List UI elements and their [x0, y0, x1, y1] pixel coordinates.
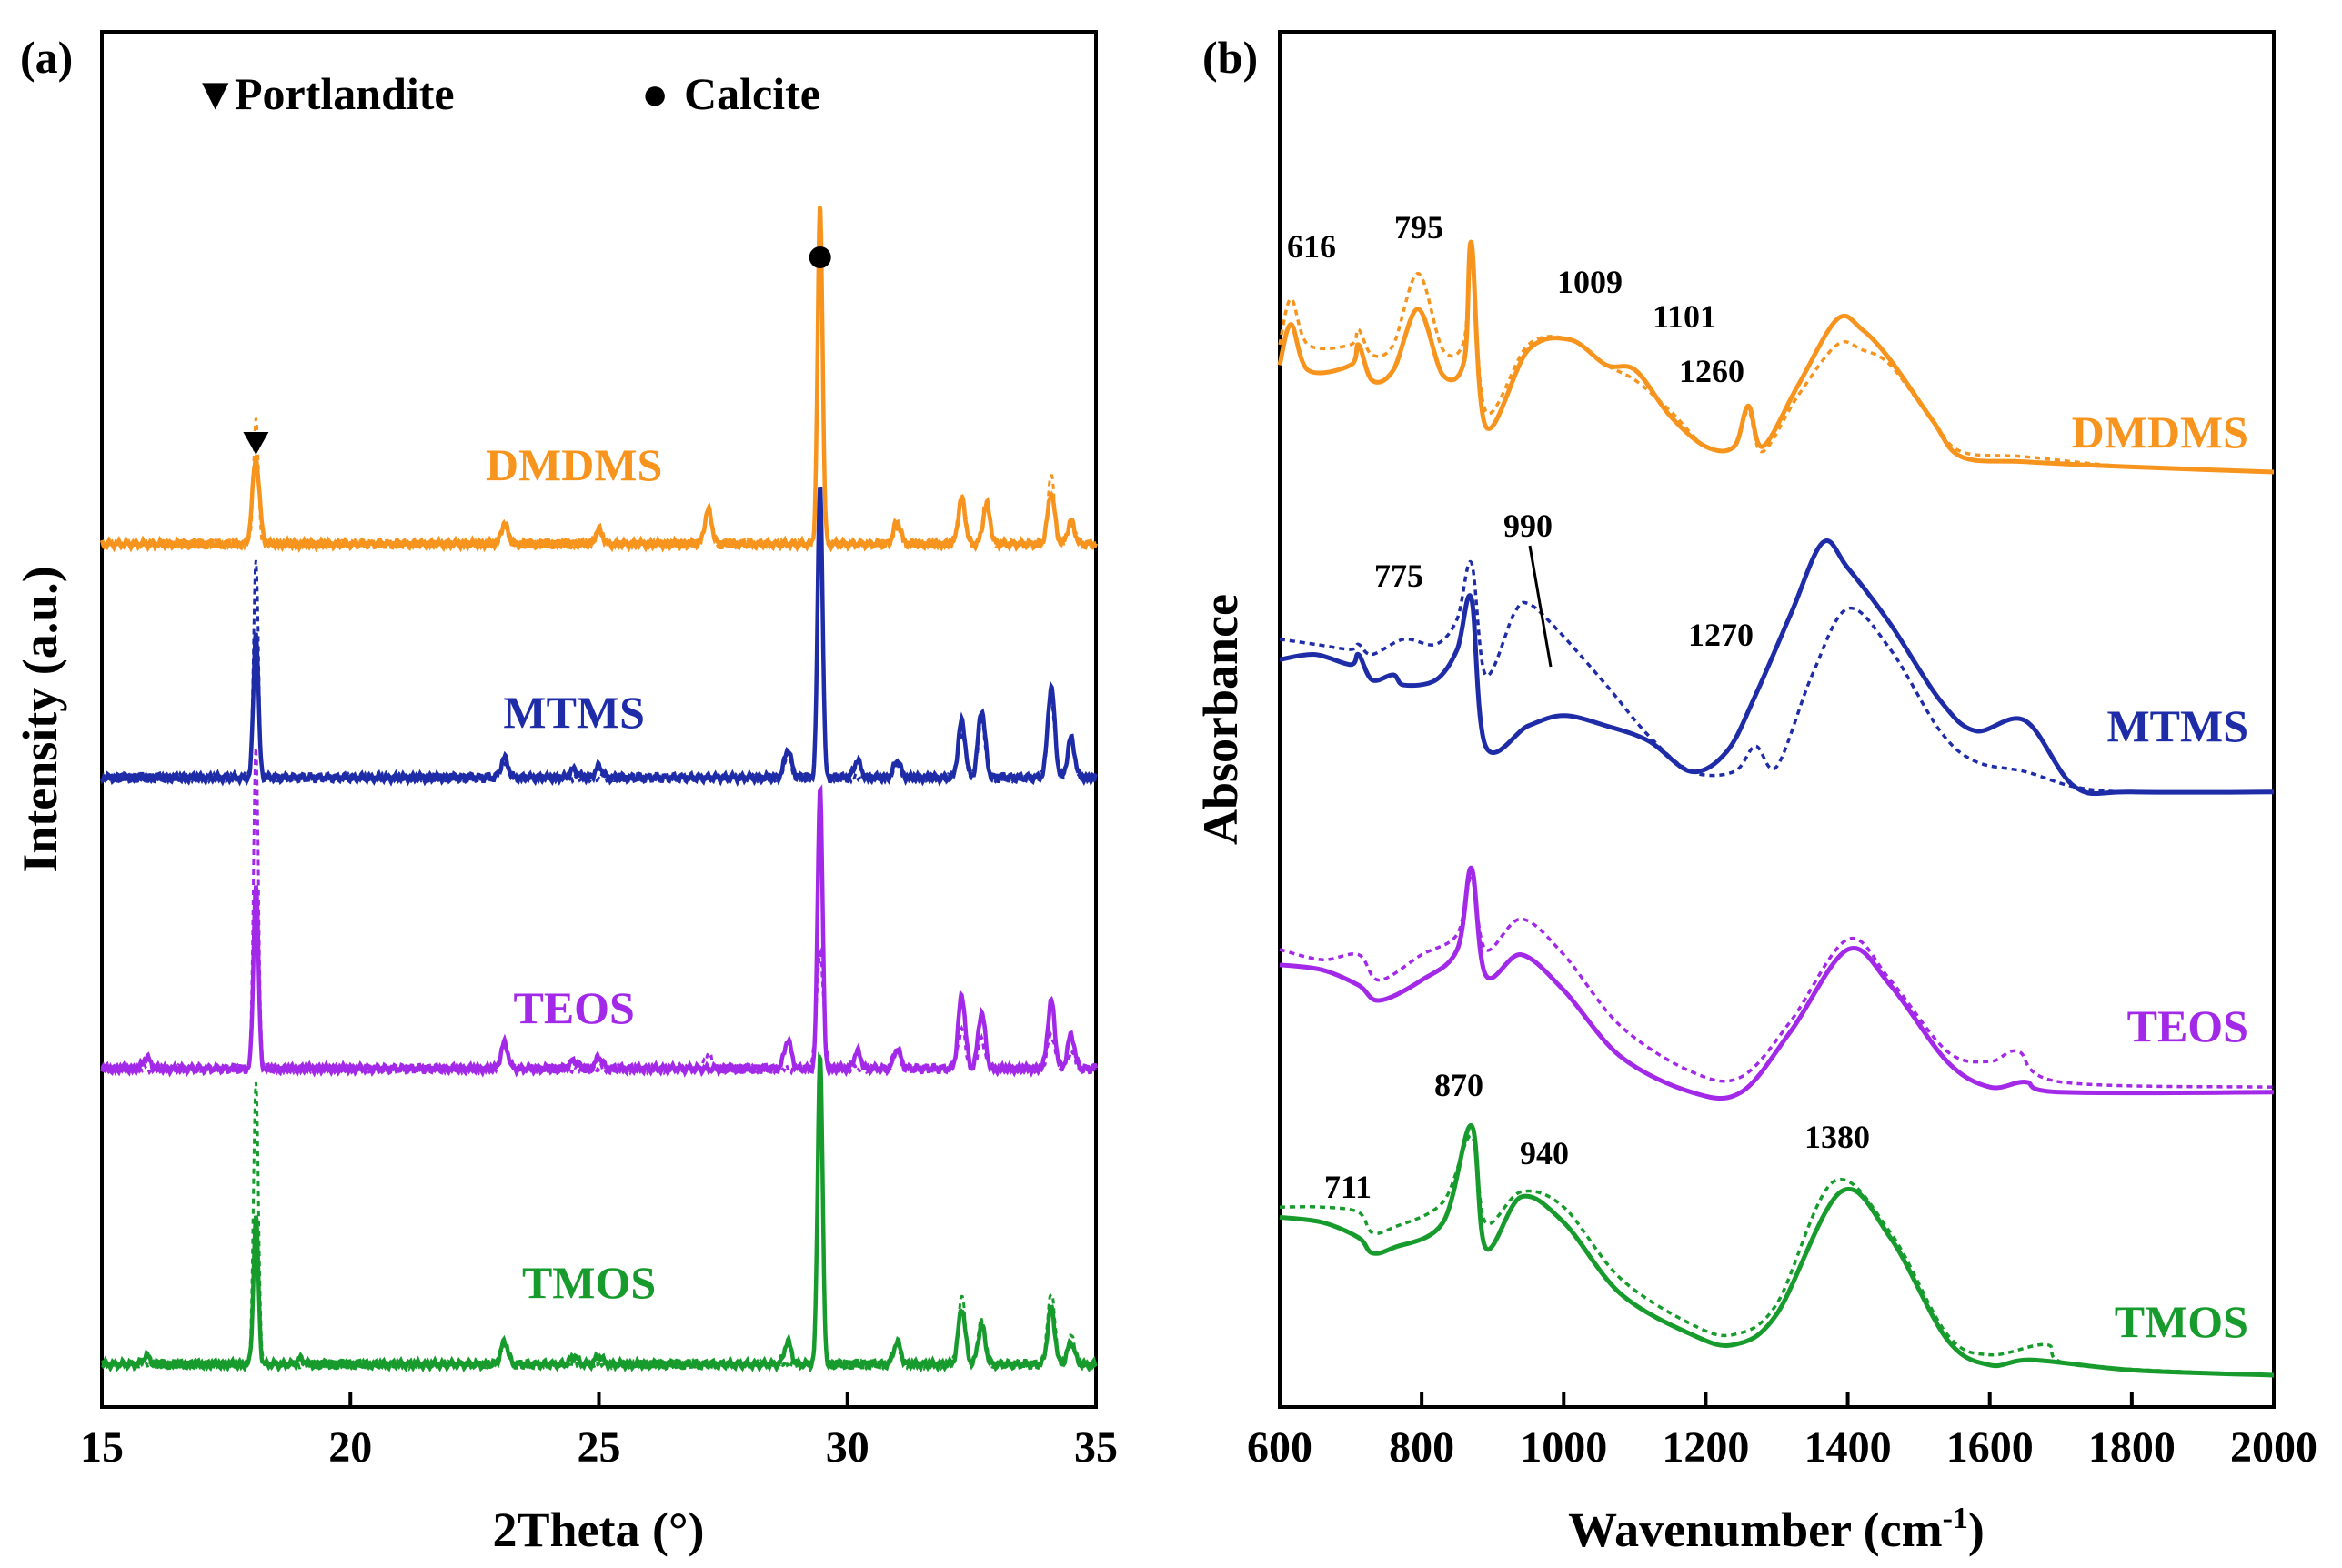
ftir-mtms-solid-line — [1279, 538, 2275, 797]
ftir-tmos-solid-line — [1279, 1123, 2275, 1378]
peak-label-1380: 1380 — [1804, 1119, 1870, 1155]
legend-calcite-label: Calcite — [684, 68, 820, 119]
xrd-tmos-solid-line — [100, 1051, 1098, 1373]
legend-portlandite-symbol: ▼ — [193, 68, 238, 119]
panel-a-series-label-mtms: MTMS — [503, 687, 645, 738]
ftir-teos-solid-line — [1279, 865, 2275, 1101]
legend-calcite-symbol: ● — [641, 68, 668, 119]
panel-b-series-label-teos: TEOS — [2127, 1000, 2248, 1051]
panel-a-series-label-teos: TEOS — [513, 982, 634, 1033]
legend-portlandite-label: Portlandite — [235, 68, 455, 119]
panel-b-series-label-mtms: MTMS — [2106, 700, 2248, 751]
calcite-marker — [809, 246, 831, 268]
xrd-teos-solid-line — [99, 784, 1099, 1079]
panel-b-frame — [1278, 30, 2276, 1409]
panel-b-xlabel-main: Wavenumber (cm — [1568, 1503, 1942, 1557]
panel-a-peak-markers — [243, 246, 831, 455]
panel-a-tick-label: 30 — [826, 1423, 869, 1472]
panel-a: (a) Intensity (a.u.) 2Theta (°) ▼ Portla… — [13, 30, 1118, 1557]
peak-label-1270: 1270 — [1688, 617, 1754, 653]
xrd-mtms-dotted-line — [101, 508, 1098, 785]
xrd-mtms-solid-line — [99, 487, 1099, 788]
peak-label-1101: 1101 — [1653, 298, 1716, 335]
panel-b-x-ticks: 600 800 1000 1200 1400 1600 1800 2000 — [1247, 1392, 2317, 1472]
panel-a-x-ticks: 15 20 25 30 35 — [80, 1392, 1118, 1472]
ftir-mtms-dotted-line — [1279, 559, 2275, 794]
panel-b-tick-label: 1400 — [1804, 1423, 1892, 1472]
panel-b-tick-label: 1600 — [1946, 1423, 2034, 1472]
panel-b-tick-label: 600 — [1247, 1423, 1312, 1472]
panel-b-tick-label: 800 — [1389, 1423, 1454, 1472]
ftir-tmos-dotted-line — [1279, 1134, 2275, 1377]
peak-label-775: 775 — [1374, 558, 1423, 594]
panel-b-tick-label: 1000 — [1520, 1423, 1607, 1472]
panel-a-ylabel: Intensity (a.u.) — [13, 566, 67, 873]
panel-b-xlabel-sup: -1 — [1943, 1502, 1968, 1535]
panel-a-series: DMDMS MTMS TEOS TMOS — [99, 205, 1099, 1373]
panel-b-label: (b) — [1202, 32, 1258, 83]
panel-b-xlabel: Wavenumber (cm-1) — [1568, 1502, 1985, 1557]
ftir-teos-dotted-line — [1279, 876, 2275, 1089]
panel-b-xlabel-end: ) — [1968, 1503, 1985, 1557]
peak-label-1009: 1009 — [1557, 264, 1623, 300]
peak-label-1260: 1260 — [1679, 353, 1744, 389]
panel-b-tick-label: 2000 — [2230, 1423, 2317, 1472]
peak-label-940: 940 — [1520, 1135, 1569, 1171]
peak-label-795: 795 — [1394, 209, 1443, 246]
peak-990-leader-line — [1528, 545, 1553, 668]
peak-label-870: 870 — [1434, 1067, 1483, 1103]
panel-b-tick-label: 1200 — [1662, 1423, 1749, 1472]
ftir-dmdms-solid-line — [1277, 239, 2275, 475]
panel-a-series-label-dmdms: DMDMS — [486, 439, 662, 490]
panel-a-series-label-tmos: TMOS — [522, 1257, 656, 1308]
panel-a-label: (a) — [20, 32, 73, 83]
panel-a-tick-label: 35 — [1074, 1423, 1118, 1472]
peak-label-711: 711 — [1324, 1169, 1372, 1205]
portlandite-marker — [243, 432, 269, 455]
panel-b-series: DMDMS MTMS TEOS TMOS — [1277, 239, 2275, 1378]
panel-a-tick-label: 20 — [328, 1423, 372, 1472]
panel-b-series-label-dmdms: DMDMS — [2072, 407, 2248, 457]
panel-b-tick-label: 1800 — [2088, 1423, 2176, 1472]
peak-label-990: 990 — [1503, 508, 1553, 544]
xrd-dmdms-solid-line — [99, 206, 1099, 553]
panel-b-peak-labels: 616 795 1009 1101 1260 775 990 1270 711 870 940 138… — [1287, 209, 1870, 1205]
panel-a-tick-label: 15 — [80, 1423, 124, 1472]
panel-b-ylabel: Absorbance — [1193, 594, 1248, 845]
panel-a-tick-label: 25 — [578, 1423, 621, 1472]
panel-b: (b) Absorbance Wavenumber (cm-1) 600 800 1… — [1193, 30, 2317, 1557]
panel-a-xlabel: 2Theta (°) — [492, 1503, 704, 1557]
peak-label-616: 616 — [1287, 228, 1336, 265]
panel-b-series-label-tmos: TMOS — [2115, 1296, 2248, 1347]
